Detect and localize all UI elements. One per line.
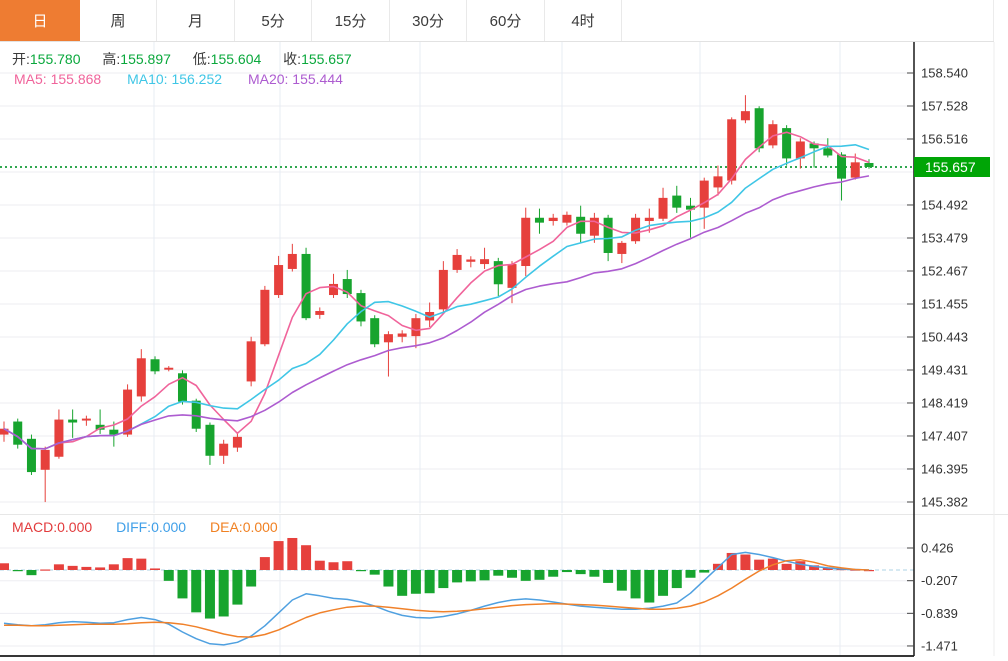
tab-5min-label: 5分 [261, 13, 285, 30]
tab-15min[interactable]: 15分 [312, 0, 390, 41]
low-label: 低: [192, 51, 211, 67]
low-value: 155.604 [210, 51, 262, 67]
svg-text:149.431: 149.431 [921, 362, 968, 377]
ma10-label: MA10: [127, 71, 168, 87]
svg-text:157.528: 157.528 [921, 98, 968, 113]
diff-value: 0.000 [151, 519, 187, 535]
svg-text:152.467: 152.467 [921, 264, 968, 279]
tab-month-label: 月 [187, 13, 203, 30]
svg-text:150.443: 150.443 [921, 329, 968, 344]
tab-week[interactable]: 周 [80, 0, 157, 41]
tab-4hour[interactable]: 4时 [545, 0, 622, 41]
ma5-label: MA5: [14, 71, 47, 87]
macd-info-row: MACD:0.000 DIFF:0.000 DEA:0.000 [12, 519, 298, 535]
svg-text:148.419: 148.419 [921, 395, 968, 410]
tabbar-filler [622, 0, 994, 41]
svg-text:151.455: 151.455 [921, 296, 968, 311]
macd-label: MACD: [12, 519, 58, 535]
high-value: 155.897 [120, 51, 171, 67]
tab-day[interactable]: 日 [0, 0, 80, 41]
svg-text:156.516: 156.516 [921, 131, 968, 146]
tab-month[interactable]: 月 [157, 0, 235, 41]
svg-text:145.382: 145.382 [921, 495, 968, 510]
ma5-value: 155.868 [50, 71, 102, 87]
close-value: 155.657 [301, 51, 352, 67]
dea-value: 0.000 [242, 519, 278, 535]
svg-text:-0.207: -0.207 [921, 573, 958, 588]
open-label: 开: [12, 51, 30, 67]
current-price-label: 155.657 [914, 157, 990, 177]
ma10-value: 156.252 [171, 71, 223, 87]
svg-text:147.407: 147.407 [921, 428, 968, 443]
tab-day-label: 日 [32, 13, 48, 30]
diff-label: DIFF: [116, 519, 152, 535]
macd-value: 0.000 [57, 519, 93, 535]
svg-text:154.492: 154.492 [921, 197, 968, 212]
ma-info-row: MA5: 155.868 MA10: 156.252 MA20: 155.444 [14, 71, 365, 87]
tab-15min-label: 15分 [334, 13, 367, 30]
svg-text:0.426: 0.426 [921, 541, 954, 556]
ma20-label: MA20: [247, 71, 289, 87]
svg-text:158.540: 158.540 [921, 66, 968, 81]
svg-text:-1.471: -1.471 [921, 638, 958, 653]
high-label: 高: [102, 51, 121, 67]
ma20-value: 155.444 [292, 71, 343, 87]
open-value: 155.780 [29, 51, 81, 67]
close-label: 收: [283, 51, 302, 67]
tab-30min[interactable]: 30分 [390, 0, 467, 41]
tab-5min[interactable]: 5分 [235, 0, 312, 41]
ohlc-info-row: 开:155.780 高:155.897 低:155.604 收:155.657 [12, 49, 370, 69]
tab-30min-label: 30分 [412, 13, 444, 30]
svg-text:153.479: 153.479 [921, 231, 968, 246]
tab-60min-label: 60分 [489, 13, 522, 30]
tab-60min[interactable]: 60分 [467, 0, 545, 41]
dea-label: DEA: [210, 519, 243, 535]
tab-week-label: 周 [110, 13, 126, 30]
tab-4hour-label: 4时 [571, 13, 595, 30]
svg-text:146.395: 146.395 [921, 461, 968, 476]
svg-text:-0.839: -0.839 [921, 606, 958, 621]
timeframe-tabbar: 日 周 月 5分 15分 30分 60分 4时 [0, 0, 994, 42]
